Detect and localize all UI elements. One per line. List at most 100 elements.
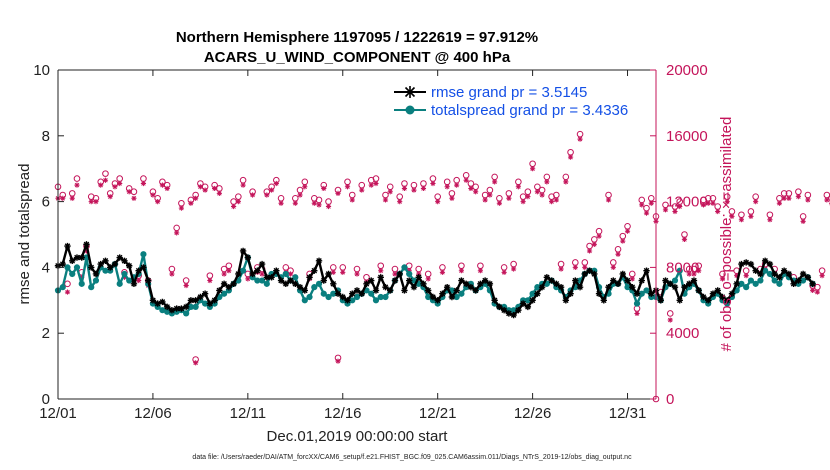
rmse-point xyxy=(633,290,641,297)
rmse-point xyxy=(676,297,683,304)
obs-assimilated-point xyxy=(354,271,360,277)
obs-assimilated-point xyxy=(226,268,232,274)
obs-assimilated-point xyxy=(767,217,773,223)
rmse-point xyxy=(149,297,157,304)
rmse-point xyxy=(557,283,565,291)
rmse-point xyxy=(709,290,717,297)
obs-assimilated-point xyxy=(392,271,398,277)
obs-assimilated-point xyxy=(477,268,483,274)
rmse-point xyxy=(477,280,484,288)
rmse-point xyxy=(581,270,589,278)
obs-assimilated-point xyxy=(278,200,284,206)
totalspread-point xyxy=(263,280,270,287)
totalspread-point xyxy=(757,277,764,284)
legend-rmse-marker xyxy=(404,86,416,98)
plot-area xyxy=(58,70,656,399)
rmse-point xyxy=(102,257,109,265)
totalspread-point xyxy=(202,300,209,307)
obs-assimilated-point xyxy=(454,182,460,188)
rmse-point xyxy=(496,303,503,311)
y-right-tick-label: 16000 xyxy=(666,128,708,145)
totalspread-point xyxy=(64,264,71,271)
rmse-point xyxy=(406,277,413,284)
obs-assimilated-point xyxy=(330,269,336,275)
obs-assimilated-point xyxy=(814,289,820,295)
rmse-point xyxy=(135,267,142,274)
totalspread-point xyxy=(776,280,783,287)
obs-assimilated-point xyxy=(734,273,740,279)
rmse-point xyxy=(73,254,81,261)
rmse-point xyxy=(510,311,517,319)
totalspread-point xyxy=(192,303,199,310)
totalspread-point xyxy=(126,277,133,284)
rmse-point xyxy=(500,306,508,314)
obs-assimilated-point xyxy=(639,202,645,208)
obs-assimilated-point xyxy=(824,197,830,203)
totalspread-point xyxy=(524,297,531,304)
rmse-point xyxy=(662,277,669,284)
obs-possible-point xyxy=(766,211,774,219)
obs-assimilated-point xyxy=(624,228,631,234)
obs-assimilated-point xyxy=(325,203,332,210)
rmse-point xyxy=(534,290,541,297)
obs-possible-point xyxy=(752,193,759,200)
obs-assimilated-point xyxy=(662,207,669,213)
rmse-point xyxy=(747,260,755,268)
obs-assimilated-point xyxy=(368,182,374,188)
rmse-point xyxy=(111,260,119,268)
rmse-point xyxy=(420,280,427,288)
rmse-point xyxy=(220,280,228,288)
obs-assimilated-point xyxy=(605,197,612,203)
rmse-point xyxy=(624,277,631,284)
totalspread-point xyxy=(401,264,408,271)
rmse-point xyxy=(548,277,555,284)
rmse-point xyxy=(287,277,294,284)
rmse-point xyxy=(363,280,370,288)
obs-assimilated-point xyxy=(686,271,692,277)
rmse-point xyxy=(638,277,645,284)
obs-assimilated-point xyxy=(273,180,279,187)
obs-assimilated-point xyxy=(216,190,222,196)
rmse-point xyxy=(586,267,593,274)
rmse-point xyxy=(396,270,403,278)
obs-possible-point xyxy=(738,211,745,219)
obs-assimilated-point xyxy=(800,218,806,224)
obs-possible-point xyxy=(681,231,688,238)
rmse-point xyxy=(714,287,721,294)
rmse-point xyxy=(443,283,451,291)
obs-possible-point xyxy=(799,213,807,220)
chart-title-line2: ACARS_U_WIND_COMPONENT @ 400 hPa xyxy=(204,49,511,66)
obs-assimilated-point xyxy=(729,213,735,220)
y-right-tick-label: 20000 xyxy=(666,62,708,79)
y-left-tick-label: 4 xyxy=(42,259,50,276)
totalspread-point xyxy=(183,310,190,317)
obs-assimilated-point xyxy=(496,200,502,206)
rmse-point xyxy=(519,300,527,307)
rmse-point xyxy=(216,287,223,294)
obs-assimilated-point xyxy=(164,185,170,192)
obs-assimilated-point xyxy=(387,189,393,195)
obs-assimilated-point xyxy=(781,195,787,201)
rmse-point xyxy=(187,297,195,304)
y-right-tick-label: 4000 xyxy=(666,325,699,342)
obs-assimilated-point xyxy=(378,268,384,274)
obs-assimilated-point xyxy=(439,269,446,275)
rmse-point xyxy=(448,293,456,301)
obs-assimilated-point xyxy=(511,266,517,272)
obs-assimilated-point xyxy=(506,195,512,201)
rmse-point xyxy=(339,293,346,301)
obs-assimilated-point xyxy=(525,194,531,200)
obs-assimilated-point xyxy=(268,187,275,193)
obs-assimilated-point xyxy=(548,199,555,205)
obs-assimilated-point xyxy=(74,182,80,188)
totalspread-point xyxy=(59,284,66,291)
rmse-point xyxy=(92,270,100,278)
legend-totalspread-marker xyxy=(405,105,415,115)
x-tick-label: 12/01 xyxy=(39,405,77,422)
obs-assimilated-point xyxy=(539,192,545,198)
obs-assimilated-point xyxy=(810,287,816,294)
obs-assimilated-point xyxy=(567,154,574,160)
rmse-point xyxy=(761,257,769,265)
totalspread-point xyxy=(102,267,109,274)
rmse-point xyxy=(263,274,271,281)
